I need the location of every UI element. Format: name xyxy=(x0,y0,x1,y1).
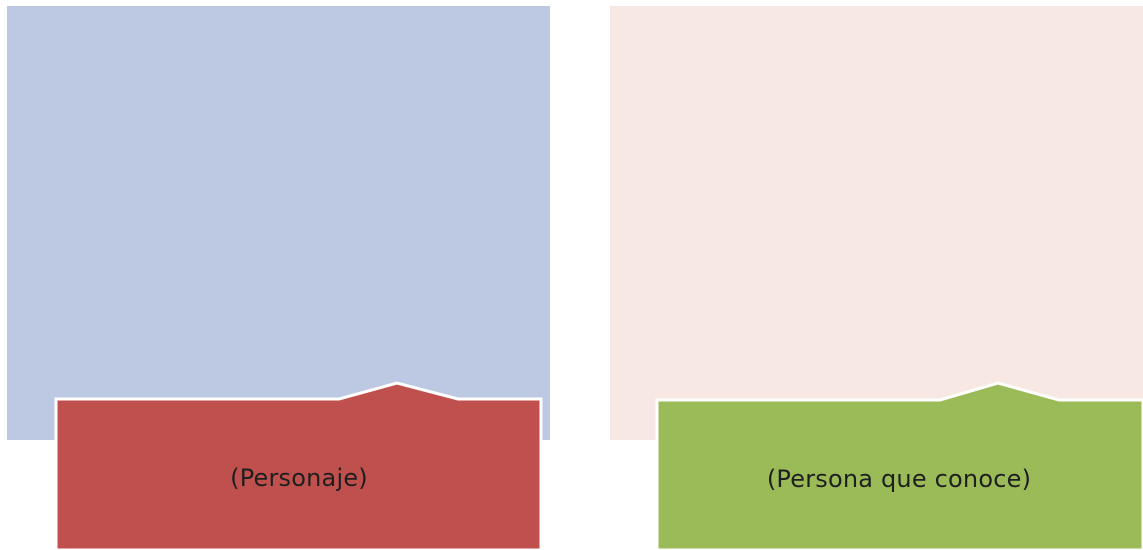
right-callout-shape xyxy=(655,381,1143,550)
left-callout-shape xyxy=(54,381,543,550)
right-callout-label: (Persona que conoce) xyxy=(766,465,1032,493)
left-callout: (Personaje) xyxy=(54,380,544,550)
right-picture-panel xyxy=(610,6,1143,440)
left-picture-panel xyxy=(7,6,550,440)
right-callout-fill xyxy=(655,381,1143,550)
left-callout-fill xyxy=(54,381,543,550)
left-callout-label: (Personaje) xyxy=(230,464,368,492)
right-callout: (Persona que conoce) xyxy=(655,381,1143,550)
